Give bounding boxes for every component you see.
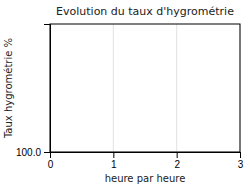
y-tick: 100.0 — [16, 147, 50, 158]
x-axis-title: heure par heure — [105, 173, 186, 184]
x-tick: 1 — [111, 152, 117, 170]
x-tick-mark — [240, 152, 241, 158]
x-tick-label: 1 — [111, 159, 117, 170]
y-tick-label: 100.0 — [16, 147, 41, 158]
plot-frame — [50, 24, 240, 152]
plot-area: 0 1 2 3 100.0 — [16, 24, 244, 170]
y-axis-line — [44, 25, 51, 153]
x-tick-label: 0 — [48, 159, 54, 170]
x-axis: 0 1 2 3 — [48, 152, 244, 170]
y-axis: 100.0 — [16, 25, 51, 158]
x-tick: 0 — [48, 152, 54, 170]
x-tick: 2 — [174, 152, 180, 170]
x-tick-mark — [177, 152, 178, 158]
chart: 0 1 2 3 100.0 Evolution du taux d'hygrométrie… — [0, 0, 250, 188]
grid-line-x — [176, 24, 177, 152]
x-tick-mark — [113, 152, 114, 158]
title: Evolution du taux d'hygrométrie — [56, 5, 234, 18]
y-tick-mark — [44, 152, 50, 153]
x-axis-line — [51, 153, 241, 159]
x-tick-label: 3 — [238, 159, 244, 170]
grid — [50, 24, 240, 152]
x-tick: 3 — [238, 152, 244, 170]
y-axis-title: Taux hygrométrie % — [3, 38, 14, 139]
x-tick-label: 2 — [174, 159, 180, 170]
grid-line-x — [113, 24, 114, 152]
